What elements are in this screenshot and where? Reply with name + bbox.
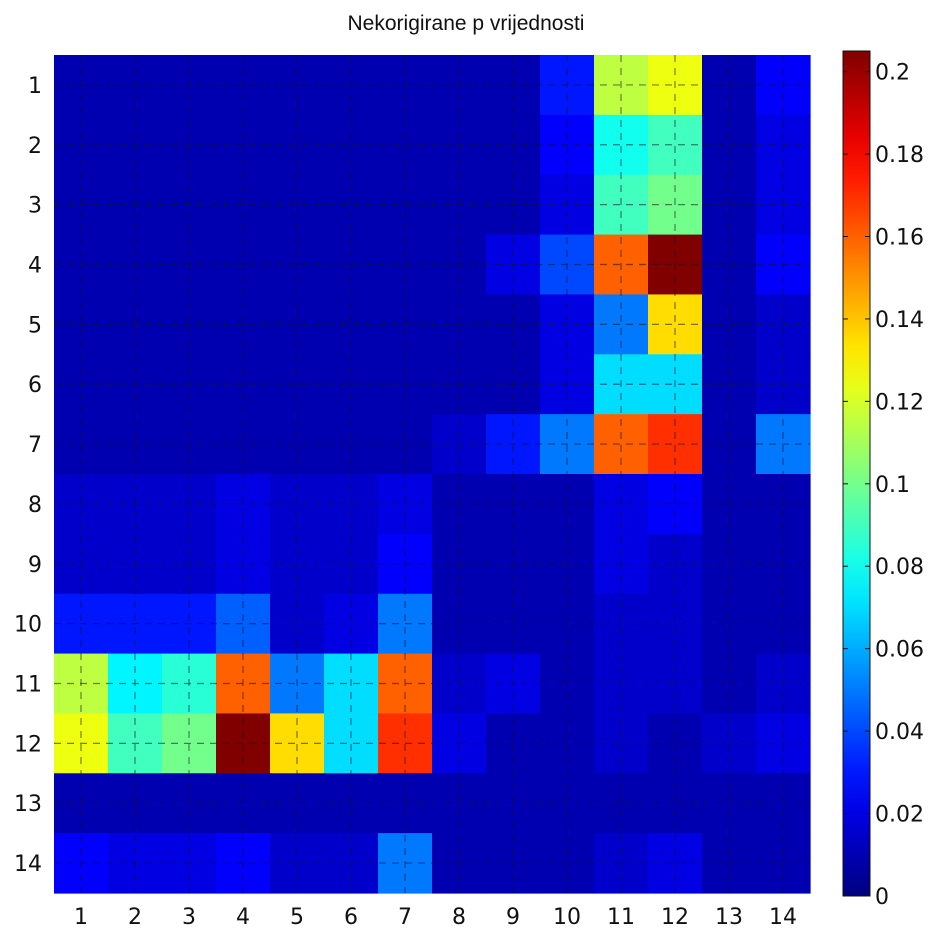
y-tick-label: 6 (28, 373, 42, 398)
y-tick-label: 13 (14, 792, 42, 817)
x-tick-label: 3 (182, 905, 196, 930)
x-tick-label: 14 (769, 905, 797, 930)
x-tick-label: 4 (236, 905, 250, 930)
colorbar-tick-label: 0.12 (875, 390, 924, 415)
x-tick-label: 1 (74, 905, 88, 930)
y-tick-label: 5 (28, 313, 42, 338)
x-tick-label: 2 (128, 905, 142, 930)
y-tick-label: 4 (28, 254, 42, 279)
heatmap-cells (54, 55, 811, 894)
colorbar-tick-label: 0.08 (875, 555, 924, 580)
colorbar-tick-label: 0.2 (875, 61, 910, 86)
y-tick-label: 8 (28, 493, 42, 518)
x-tick-label: 9 (506, 905, 520, 930)
x-tick-label: 6 (344, 905, 358, 930)
y-tick-label: 3 (28, 194, 42, 219)
y-tick-label: 7 (28, 433, 42, 458)
x-axis-ticks: 1 2 3 4 5 6 7 8 9 10 11 12 13 14 (74, 905, 797, 930)
colorbar-tick-label: 0.18 (875, 143, 924, 168)
y-tick-label: 2 (28, 134, 42, 159)
colorbar-gradient (842, 50, 871, 897)
y-tick-label: 1 (28, 74, 42, 99)
colorbar-tick-label: 0 (875, 885, 889, 910)
x-tick-label: 12 (661, 905, 689, 930)
heatmap-gridlines (54, 55, 810, 893)
x-tick-label: 7 (398, 905, 412, 930)
x-tick-label: 8 (452, 905, 466, 930)
colorbar-tick-label: 0.1 (875, 473, 910, 498)
colorbar-ticks: 0 0.02 0.04 0.06 0.08 0.1 0.12 0.14 0.16 0.18 0.2 (843, 61, 924, 910)
y-tick-label: 10 (14, 613, 42, 638)
colorbar-tick-label: 0.14 (875, 308, 924, 333)
y-tick-label: 11 (14, 673, 42, 698)
y-tick-label: 14 (14, 852, 42, 877)
colorbar-tick-label: 0.06 (875, 638, 924, 663)
x-tick-label: 5 (290, 905, 304, 930)
x-tick-label: 10 (553, 905, 581, 930)
y-tick-label: 12 (14, 732, 42, 757)
x-tick-label: 11 (607, 905, 635, 930)
colorbar-tick-label: 0.02 (875, 803, 924, 828)
x-tick-label: 13 (715, 905, 743, 930)
chart-title: Nekorigirane p vrijednosti (348, 12, 585, 35)
colorbar-tick-label: 0.04 (875, 720, 924, 745)
colorbar (842, 50, 871, 897)
colorbar-tick-label: 0.16 (875, 225, 924, 250)
y-tick-label: 9 (28, 553, 42, 578)
